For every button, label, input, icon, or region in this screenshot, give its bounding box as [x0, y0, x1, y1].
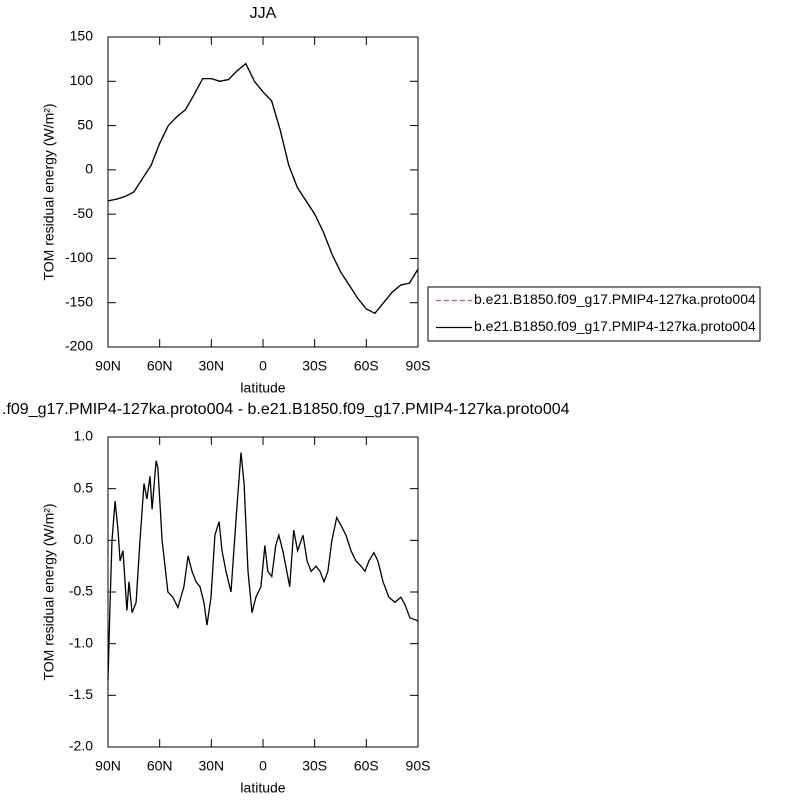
x-tick-label: 90N [95, 358, 121, 374]
y-tick-label: 150 [70, 28, 94, 44]
x-tick-label: 90N [95, 758, 121, 774]
x-tick-label: 60S [354, 358, 379, 374]
data-line [107, 452, 419, 680]
y-tick-label: 1.0 [74, 428, 94, 444]
y-tick-label: 100 [70, 72, 94, 88]
x-tick-label: 30S [302, 358, 327, 374]
x-tick-label: 0 [259, 758, 267, 774]
y-tick-label: -0.5 [69, 583, 93, 599]
y-tick-label: -200 [65, 338, 93, 354]
y-tick-label: -1.0 [69, 634, 93, 650]
y-tick-label: -50 [73, 205, 93, 221]
data-line [107, 62, 419, 315]
x-tick-label: 90S [406, 358, 431, 374]
legend-box [427, 286, 761, 342]
x-tick-label: 60N [147, 358, 173, 374]
x-axis-label: latitude [240, 780, 285, 796]
y-axis-label: TOM residual energy (W/m²) [41, 103, 57, 280]
x-tick-label: 30S [302, 758, 327, 774]
y-tick-label: -150 [65, 293, 93, 309]
data-line [107, 62, 419, 315]
x-tick-label: 60N [147, 758, 173, 774]
chart-title: JJA [250, 5, 277, 22]
x-tick-label: 30N [198, 358, 224, 374]
legend-label: b.e21.B1850.f09_g17.PMIP4-127ka.proto004 [474, 318, 756, 334]
plot-frame [107, 36, 419, 348]
y-tick-label: 0.5 [74, 479, 94, 495]
y-axis-label: TOM residual energy (W/m²) [41, 503, 57, 680]
legend-label: b.e21.B1850.f09_g17.PMIP4-127ka.proto004 [474, 291, 756, 307]
x-tick-label: 60S [354, 758, 379, 774]
chart-title: .f09_g17.PMIP4-127ka.proto004 - b.e21.B1… [2, 401, 570, 418]
x-axis-label: latitude [240, 380, 285, 396]
x-tick-label: 30N [198, 758, 224, 774]
y-tick-label: -2.0 [69, 738, 93, 754]
y-tick-label: -100 [65, 249, 93, 265]
x-tick-label: 0 [259, 358, 267, 374]
y-tick-label: 0.0 [74, 531, 94, 547]
x-tick-label: 90S [406, 758, 431, 774]
y-tick-label: 50 [77, 116, 93, 132]
y-tick-label: -1.5 [69, 686, 93, 702]
y-tick-label: 0 [85, 161, 93, 177]
